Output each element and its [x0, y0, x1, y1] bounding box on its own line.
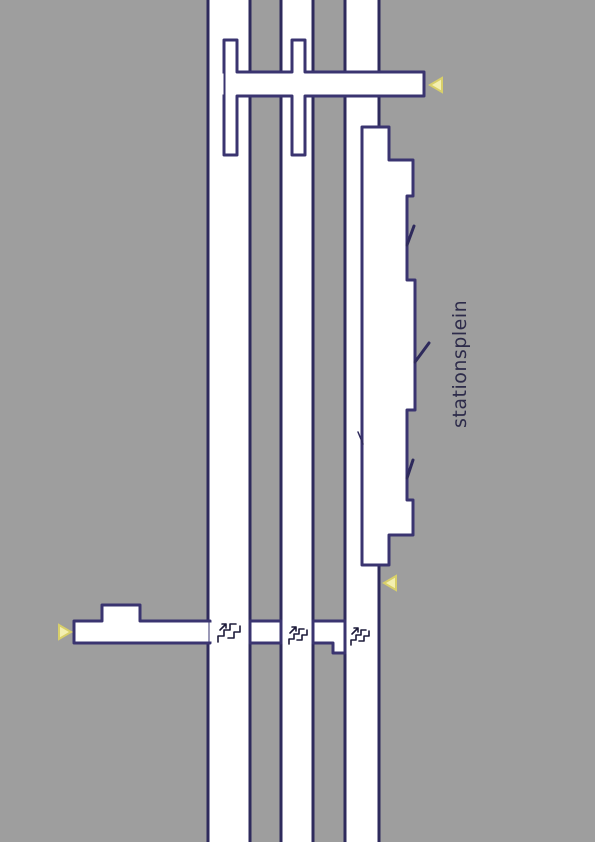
- entrance-triangle-icon[interactable]: [428, 76, 443, 94]
- escalator-icon[interactable]: [217, 623, 241, 643]
- entrance-triangle-icon[interactable]: [382, 574, 397, 592]
- bridge-join-3: [249, 73, 281, 95]
- lower-tunnel-west: [72, 603, 212, 645]
- tunnel-join-3: [346, 622, 378, 642]
- building-door-3: [405, 458, 415, 480]
- lower-tunnel-segment-1: [248, 619, 283, 645]
- station-building: [360, 125, 417, 567]
- bridge-join-5: [346, 73, 378, 95]
- bridge-join-2: [209, 73, 224, 95]
- building-door-2: [413, 341, 431, 364]
- escalator-icon[interactable]: [350, 627, 370, 646]
- entrance-triangle-icon[interactable]: [58, 623, 73, 641]
- tunnel-join-2: [282, 622, 312, 642]
- building-door-4: [357, 431, 364, 445]
- escalator-icon[interactable]: [288, 626, 308, 645]
- square-label: stationsplein: [449, 300, 471, 428]
- building-door-1: [405, 224, 416, 247]
- bridge-join-4: [305, 73, 345, 95]
- lower-tunnel-segment-2: [311, 619, 347, 655]
